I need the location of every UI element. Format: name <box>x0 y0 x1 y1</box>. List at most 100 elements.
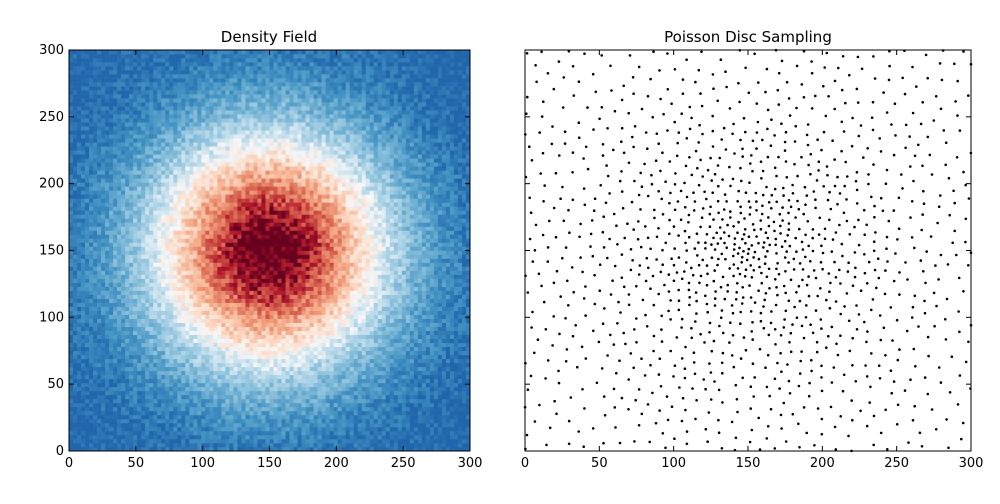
heatmap-cell <box>153 338 158 344</box>
heatmap-cell <box>181 370 186 376</box>
heatmap-cell <box>265 70 270 75</box>
heatmap-cell <box>181 166 186 171</box>
heatmap-cell <box>261 154 266 159</box>
heatmap-cell <box>245 422 250 428</box>
heatmap-cell <box>93 234 98 239</box>
heatmap-cell <box>85 222 90 227</box>
heatmap-cell <box>185 338 190 344</box>
heatmap-cell <box>189 398 194 404</box>
heatmap-cell <box>145 306 150 311</box>
heatmap-cell <box>149 306 154 311</box>
heatmap-cell <box>265 338 270 344</box>
heatmap-cell <box>233 178 238 183</box>
heatmap-cell <box>89 198 94 203</box>
heatmap-cell <box>89 374 94 380</box>
heatmap-cell <box>217 214 222 219</box>
heatmap-cell <box>125 238 130 243</box>
heatmap-cell <box>109 330 114 336</box>
heatmap-cell <box>221 50 226 55</box>
heatmap-cell <box>233 78 238 83</box>
heatmap-cell <box>217 98 222 103</box>
heatmap-cell <box>69 402 74 408</box>
heatmap-cell <box>121 70 126 75</box>
heatmap-cell <box>105 190 110 195</box>
heatmap-cell <box>237 350 242 356</box>
heatmap-cell <box>89 86 94 91</box>
heatmap-cell <box>249 442 254 448</box>
heatmap-cell <box>209 382 214 388</box>
heatmap-cell <box>241 442 246 448</box>
heatmap-cell <box>193 418 198 424</box>
heatmap-cell <box>97 182 102 187</box>
heatmap-cell <box>69 74 74 79</box>
heatmap-cell <box>233 206 238 211</box>
heatmap-cell <box>125 134 130 139</box>
heatmap-cell <box>165 114 170 119</box>
heatmap-cell <box>101 402 106 408</box>
heatmap-cell <box>85 182 90 187</box>
heatmap-cell <box>209 118 214 123</box>
heatmap-cell <box>189 114 194 119</box>
heatmap-cell <box>169 242 174 247</box>
heatmap-cell <box>245 398 250 404</box>
heatmap-cell <box>261 310 266 315</box>
heatmap-cell <box>257 314 262 319</box>
heatmap-cell <box>101 118 106 123</box>
heatmap-cell <box>161 94 166 99</box>
heatmap-cell <box>145 166 150 171</box>
heatmap-cell <box>129 74 134 79</box>
heatmap-cell <box>249 142 254 147</box>
heatmap-cell <box>257 94 262 99</box>
heatmap-cell <box>149 254 154 259</box>
heatmap-cell <box>221 126 226 131</box>
heatmap-cell <box>209 414 214 420</box>
heatmap-cell <box>189 174 194 179</box>
heatmap-cell <box>69 406 74 412</box>
heatmap-cell <box>177 134 182 139</box>
heatmap-cell <box>253 130 258 135</box>
heatmap-cell <box>97 394 102 400</box>
heatmap-cell <box>161 290 166 295</box>
heatmap-cell <box>181 182 186 187</box>
heatmap-cell <box>129 314 134 319</box>
heatmap-cell <box>113 230 118 235</box>
heatmap-cell <box>85 246 90 251</box>
heatmap-cell <box>233 86 238 91</box>
heatmap-cell <box>129 334 134 340</box>
heatmap-cell <box>253 222 258 227</box>
heatmap-cell <box>125 354 130 360</box>
heatmap-cell <box>229 438 234 444</box>
heatmap-cell <box>137 50 142 55</box>
heatmap-cell <box>201 338 206 344</box>
heatmap-cell <box>117 138 122 143</box>
heatmap-cell <box>253 114 258 119</box>
heatmap-cell <box>173 338 178 344</box>
heatmap-cell <box>213 122 218 127</box>
heatmap-cell <box>225 366 230 372</box>
heatmap-cell <box>149 202 154 207</box>
heatmap-cell <box>85 118 90 123</box>
heatmap-cell <box>241 78 246 83</box>
heatmap-cell <box>77 70 82 75</box>
heatmap-cell <box>189 262 194 267</box>
heatmap-cell <box>221 54 226 59</box>
heatmap-cell <box>193 290 198 295</box>
heatmap-cell <box>241 242 246 247</box>
heatmap-cell <box>237 74 242 79</box>
heatmap-cell <box>189 418 194 424</box>
heatmap-cell <box>181 222 186 227</box>
heatmap-cell <box>229 386 234 392</box>
heatmap-cell <box>81 58 86 63</box>
heatmap-cell <box>125 122 130 127</box>
heatmap-cell <box>253 378 258 384</box>
heatmap-cell <box>233 54 238 59</box>
heatmap-cell <box>69 238 74 243</box>
heatmap-cell <box>197 118 202 123</box>
heatmap-cell <box>157 118 162 123</box>
heatmap-cell <box>101 354 106 360</box>
heatmap-cell <box>205 314 210 319</box>
heatmap-cell <box>253 90 258 95</box>
heatmap-cell <box>257 318 262 323</box>
heatmap-cell <box>93 222 98 227</box>
heatmap-cell <box>241 194 246 199</box>
